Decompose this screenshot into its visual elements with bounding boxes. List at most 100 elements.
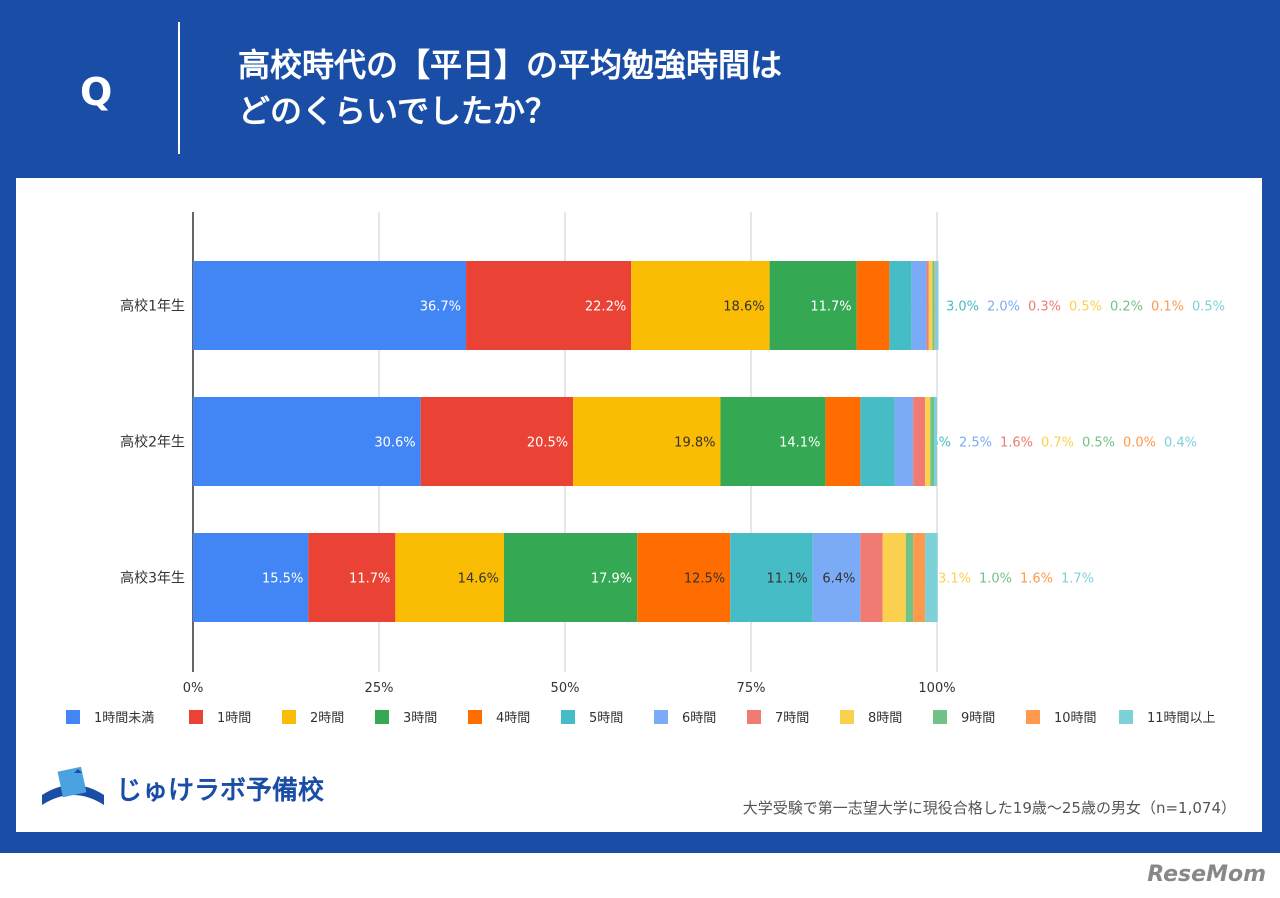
bar-segment	[860, 397, 895, 486]
category-label: 高校2年生	[120, 434, 185, 451]
bar-segment	[503, 533, 638, 622]
x-tick-label: 75%	[737, 681, 766, 696]
data-label: 0.7%	[1041, 436, 1074, 451]
logo: じゅけラボ予備校	[38, 765, 324, 811]
bar-segment	[925, 397, 931, 486]
data-label: 11.7%	[810, 300, 851, 315]
page-title: 高校時代の【平日】の平均勉強時間は どのくらいでしたか？	[238, 42, 782, 134]
bar-segment	[860, 533, 883, 622]
legend-label: 1時間	[217, 711, 252, 726]
book-logo-icon	[42, 766, 104, 805]
bar-segment	[882, 533, 906, 622]
bar-segment	[934, 261, 939, 350]
data-label: 1.0%	[979, 572, 1012, 587]
bar-segment	[934, 261, 935, 350]
bar-segment	[913, 533, 926, 622]
legend-swatch	[1119, 709, 1133, 724]
legend-label: 6時間	[682, 711, 717, 726]
bar-segment	[934, 397, 937, 486]
legend-label: 7時間	[775, 711, 810, 726]
legend-item: 6時間	[654, 707, 747, 726]
x-tick-label: 50%	[551, 681, 580, 696]
data-label: 3.0%	[946, 300, 979, 315]
category-label: 高校1年生	[120, 298, 185, 315]
bar-segment	[573, 397, 721, 486]
data-label: 0.3%	[1028, 300, 1061, 315]
legend-item: 11時間以上	[1119, 707, 1229, 726]
legend-swatch	[561, 709, 575, 724]
bar-segment	[905, 533, 914, 622]
bar-segment	[856, 261, 890, 350]
bar-segment	[932, 261, 935, 350]
data-label: 36.7%	[420, 300, 461, 315]
legend-item: 1時間未満	[66, 707, 189, 726]
bar-segment	[889, 261, 912, 350]
legend-label: 8時間	[868, 711, 903, 726]
legend-label: 3時間	[403, 711, 438, 726]
data-label: 0.4%	[1164, 436, 1197, 451]
data-label: 11.7%	[349, 572, 390, 587]
bar-segment	[730, 533, 813, 622]
data-label: 12.5%	[684, 572, 725, 587]
data-label: 22.2%	[585, 300, 626, 315]
legend-item: 10時間	[1026, 707, 1119, 726]
legend-item: 7時間	[747, 707, 840, 726]
logo-text: じゅけラボ予備校	[116, 775, 325, 806]
bar-segment	[193, 261, 467, 350]
legend-item: 5時間	[561, 707, 654, 726]
legend-swatch	[747, 709, 761, 724]
data-label: 14.1%	[779, 436, 820, 451]
survey-note: 大学受験で第一志望大学に現役合格した19歳～25歳の男女（n=1,074）	[742, 799, 1236, 817]
legend-label: 9時間	[961, 711, 996, 726]
bar-segment	[925, 533, 938, 622]
bar-segment	[926, 261, 929, 350]
data-label: 0.0%	[1123, 436, 1156, 451]
legend-swatch	[468, 709, 482, 724]
bar-segment	[930, 397, 935, 486]
title-line-2: どのくらいでしたか？	[238, 92, 558, 130]
x-tick-label: 100%	[918, 681, 955, 696]
bar-segment	[911, 261, 927, 350]
data-label: 20.5%	[527, 436, 568, 451]
question-mark-label: Q	[80, 70, 113, 114]
bar-segment	[395, 533, 504, 622]
legend-item: 3時間	[375, 707, 468, 726]
legend-item: 9時間	[933, 707, 1026, 726]
bar-segment	[769, 261, 857, 350]
bar-segment	[631, 261, 770, 350]
bar-segment	[193, 397, 421, 486]
legend-item: 4時間	[468, 707, 561, 726]
data-label: 18.6%	[723, 300, 764, 315]
data-label: 2.5%	[959, 436, 992, 451]
legend-label: 4時間	[496, 711, 531, 726]
data-label: 11.1%	[766, 572, 807, 587]
x-tick-label: 0%	[183, 681, 204, 696]
data-label: 0.5%	[1069, 300, 1102, 315]
legend-item: 1時間	[189, 707, 282, 726]
x-tick-label: 25%	[365, 681, 394, 696]
legend-swatch	[654, 709, 668, 724]
bar-segment	[928, 261, 933, 350]
bar-segment	[913, 397, 926, 486]
bar-segment	[466, 261, 632, 350]
legend-label: 5時間	[589, 711, 624, 726]
bar-segment	[308, 533, 396, 622]
data-label: 1.6%	[1000, 436, 1033, 451]
bar-segment	[420, 397, 574, 486]
legend-label: 1時間未満	[94, 711, 155, 726]
data-label: 19.8%	[674, 436, 715, 451]
bar-segment	[894, 397, 914, 486]
data-label: 0.1%	[1151, 300, 1184, 315]
legend: 1時間未満 1時間 2時間 3時間 4時間 5時間 6時間 7時間 8時間 9時間 10時間 11時間…	[66, 707, 1229, 726]
data-label: 6.4%	[822, 572, 855, 587]
legend-swatch	[933, 709, 947, 724]
category-label: 高校3年生	[120, 570, 185, 587]
legend-item: 8時間	[840, 707, 933, 726]
data-label: 2.0%	[987, 300, 1020, 315]
legend-label: 2時間	[310, 711, 345, 726]
legend-swatch	[189, 709, 203, 724]
bar-segment	[193, 533, 309, 622]
data-label: 15.5%	[262, 572, 303, 587]
legend-swatch	[840, 709, 854, 724]
